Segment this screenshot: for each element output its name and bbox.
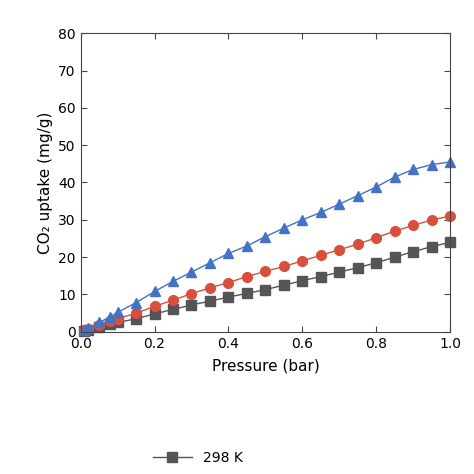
- 288 K: [374, 235, 379, 241]
- 288 K: [107, 319, 113, 324]
- X-axis label: Pressure (bar): Pressure (bar): [211, 359, 319, 374]
- 288 K: [96, 322, 102, 328]
- 273 K: [337, 201, 342, 207]
- 298 K: [263, 287, 268, 292]
- 288 K: [318, 253, 324, 258]
- 298 K: [82, 328, 87, 334]
- 298 K: [355, 265, 361, 271]
- 273 K: [170, 279, 176, 284]
- 273 K: [447, 159, 453, 165]
- 298 K: [374, 260, 379, 265]
- 298 K: [429, 244, 435, 249]
- 273 K: [355, 193, 361, 199]
- 298 K: [207, 298, 213, 304]
- 298 K: [281, 283, 287, 288]
- 288 K: [300, 258, 305, 264]
- 273 K: [115, 310, 120, 315]
- 298 K: [152, 311, 157, 317]
- 288 K: [152, 303, 157, 309]
- 288 K: [410, 223, 416, 228]
- 298 K: [189, 302, 194, 308]
- 273 K: [96, 319, 102, 325]
- 288 K: [337, 247, 342, 253]
- 273 K: [207, 260, 213, 265]
- Line: 273 K: 273 K: [80, 157, 455, 335]
- 298 K: [170, 307, 176, 312]
- 288 K: [355, 241, 361, 247]
- 273 K: [281, 225, 287, 231]
- 298 K: [300, 278, 305, 283]
- 273 K: [107, 314, 113, 320]
- 298 K: [318, 273, 324, 279]
- 288 K: [189, 291, 194, 297]
- 288 K: [170, 297, 176, 303]
- 288 K: [392, 228, 398, 234]
- 273 K: [244, 243, 250, 249]
- Legend: 298 K, 288 K, 273 K: 298 K, 288 K, 273 K: [147, 445, 248, 474]
- 273 K: [392, 174, 398, 180]
- Line: 288 K: 288 K: [80, 211, 455, 335]
- 273 K: [300, 217, 305, 223]
- 298 K: [392, 254, 398, 260]
- 288 K: [82, 328, 87, 333]
- 288 K: [207, 285, 213, 291]
- 273 K: [226, 251, 231, 256]
- 273 K: [318, 210, 324, 215]
- 273 K: [189, 269, 194, 275]
- 288 K: [263, 268, 268, 274]
- 288 K: [85, 326, 91, 332]
- 298 K: [133, 316, 139, 321]
- 298 K: [410, 249, 416, 255]
- 298 K: [244, 291, 250, 296]
- 273 K: [410, 166, 416, 172]
- 288 K: [226, 280, 231, 285]
- Y-axis label: CO₂ uptake (mg/g): CO₂ uptake (mg/g): [37, 111, 53, 254]
- 288 K: [281, 264, 287, 269]
- 273 K: [82, 327, 87, 333]
- 298 K: [447, 239, 453, 245]
- 298 K: [96, 324, 102, 330]
- 288 K: [244, 273, 250, 279]
- 273 K: [429, 162, 435, 167]
- 288 K: [133, 310, 139, 316]
- 298 K: [85, 327, 91, 332]
- 298 K: [107, 321, 113, 327]
- 273 K: [133, 300, 139, 306]
- 288 K: [115, 316, 120, 321]
- 288 K: [447, 213, 453, 219]
- 288 K: [429, 217, 435, 223]
- 298 K: [226, 294, 231, 300]
- 298 K: [337, 269, 342, 275]
- 273 K: [263, 234, 268, 239]
- Line: 298 K: 298 K: [80, 237, 455, 336]
- 273 K: [152, 289, 157, 294]
- 298 K: [115, 319, 120, 325]
- 273 K: [374, 184, 379, 190]
- 273 K: [85, 325, 91, 331]
